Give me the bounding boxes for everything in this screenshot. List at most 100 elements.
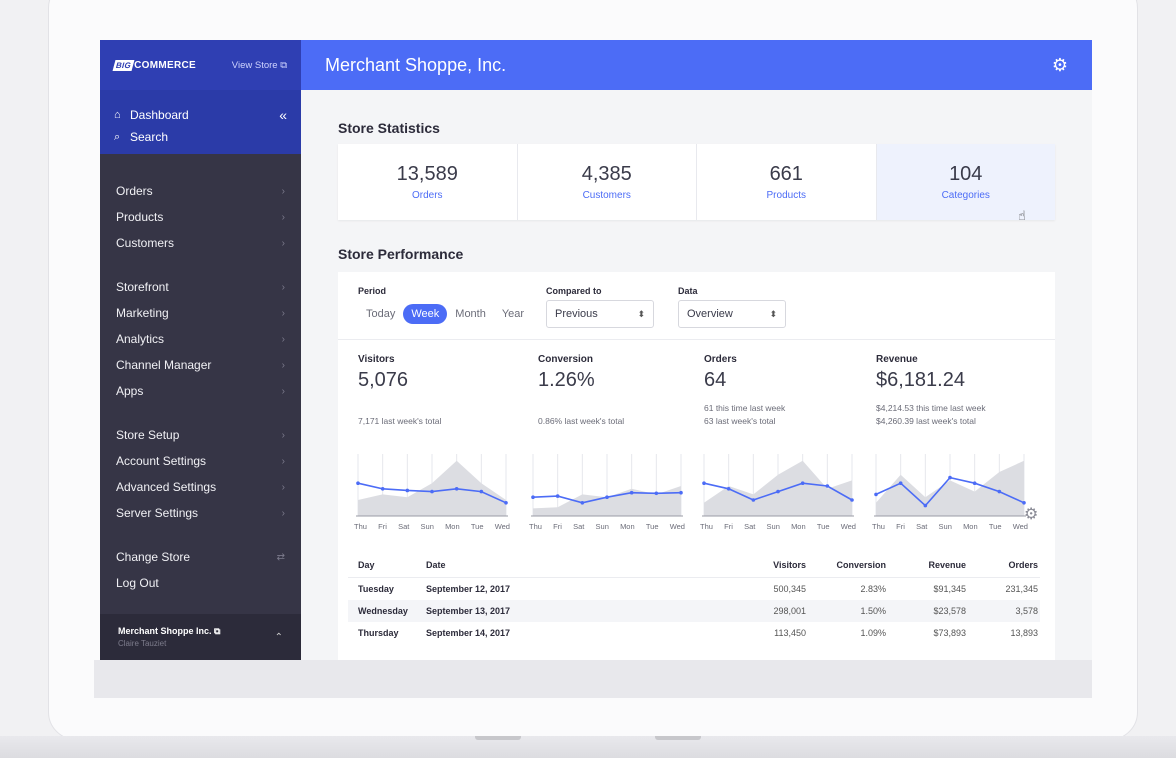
sidebar-item-label: Apps (116, 384, 144, 398)
sidebar-item-customers[interactable]: Customers › (100, 230, 301, 256)
daily-table: Day Date Visitors Conversion Revenue Orders Tu… (348, 552, 1040, 644)
data-select[interactable]: Overview ⬍ (678, 300, 786, 328)
chevron-right-icon: › (281, 429, 285, 441)
chevron-right-icon: › (281, 281, 285, 293)
day-label: Tue (988, 522, 1002, 531)
period-option-month[interactable]: Month (455, 308, 486, 320)
chevron-right-icon: › (281, 307, 285, 319)
main-content: Store Statistics 13,589 Orders 4,385 Custom… (301, 90, 1092, 660)
data-point (702, 481, 706, 485)
day-label: Fri (553, 522, 562, 531)
cell-date: September 12, 2017 (426, 584, 511, 594)
data-label: Data (678, 286, 698, 296)
sidebar-item-search[interactable]: ⌕ Search (114, 126, 287, 148)
column-header-conversion[interactable]: Conversion (836, 559, 886, 570)
stat-customers[interactable]: 4,385 Customers (518, 144, 697, 220)
column-header-date[interactable]: Date (426, 559, 446, 570)
data-point (948, 475, 952, 480)
data-point (555, 494, 560, 498)
logo-big: BIG (112, 59, 135, 71)
data-point (430, 489, 434, 494)
table-row[interactable]: Wednesday September 13, 2017 298,001 1.50% $… (348, 600, 1040, 622)
sidebar-item-advanced-settings[interactable]: Advanced Settings › (100, 474, 301, 500)
data-point (1022, 501, 1026, 505)
day-label: Mon (791, 522, 806, 531)
sidebar-item-dashboard[interactable]: ⌂ Dashboard « (114, 104, 287, 126)
sidebar-item-log-out[interactable]: Log Out (100, 570, 301, 596)
data-point (776, 489, 780, 494)
sidebar-item-marketing[interactable]: Marketing › (100, 300, 301, 326)
metric-subtext: $4,214.53 this time last week (876, 403, 986, 413)
compared-to-select[interactable]: Previous ⬍ (546, 300, 654, 328)
data-point (679, 490, 683, 495)
sidebar-item-storefront[interactable]: Storefront › (100, 274, 301, 300)
laptop-base (0, 736, 1176, 758)
compared-to-value: Previous (555, 308, 598, 320)
cell-orders: 3,578 (1015, 606, 1038, 616)
sidebar-item-store-setup[interactable]: Store Setup › (100, 422, 301, 448)
cell-visitors: 500,345 (773, 584, 806, 594)
stat-products[interactable]: 661 Products (697, 144, 877, 220)
column-header-visitors[interactable]: Visitors (773, 559, 806, 570)
day-label: Thu (700, 522, 713, 531)
column-header-day[interactable]: Day (358, 559, 375, 570)
column-header-revenue[interactable]: Revenue (928, 559, 966, 570)
stat-label: Categories (941, 190, 990, 201)
screen-bottom-strip (94, 660, 1092, 698)
bigcommerce-logo[interactable]: BIG COMMERCE (112, 59, 196, 71)
gear-icon[interactable]: ⚙ (1051, 54, 1068, 75)
day-label: Mon (963, 522, 978, 531)
top-bar: Merchant Shoppe, Inc. ⚙ (301, 40, 1092, 90)
data-point (454, 487, 459, 491)
sidebar-item-products[interactable]: Products › (100, 204, 301, 230)
sidebar-item-orders[interactable]: Orders › (100, 178, 301, 204)
chevron-right-icon: › (281, 185, 285, 197)
table-row[interactable]: Tuesday September 12, 2017 500,345 2.83% $91… (348, 578, 1040, 600)
data-value: Overview (687, 308, 733, 320)
sidebar-item-channel-manager[interactable]: Channel Manager › (100, 352, 301, 378)
data-point (605, 495, 609, 499)
period-option-year[interactable]: Year (501, 308, 525, 320)
data-point (405, 488, 410, 493)
sidebar-group: Orders › Products › Customers › (100, 178, 301, 256)
metric-name: Visitors (358, 354, 395, 365)
period-option-today[interactable]: Today (366, 308, 396, 320)
sidebar-item-apps[interactable]: Apps › (100, 378, 301, 404)
stat-categories[interactable]: 104 Categories (876, 144, 1055, 220)
compared-to-label: Compared to (546, 286, 602, 296)
collapse-sidebar-icon[interactable]: « (279, 107, 287, 123)
day-label: Sun (766, 522, 780, 531)
period-option-week[interactable]: Week (403, 304, 448, 324)
table-row[interactable]: Thursday September 14, 2017 113,450 1.09% $7… (348, 622, 1040, 644)
view-store-link[interactable]: View Store ⧉ (231, 59, 287, 71)
switch-arrows-icon: ⇄ (276, 551, 285, 563)
data-point (580, 501, 585, 505)
sidebar-item-account-settings[interactable]: Account Settings › (100, 448, 301, 474)
select-arrows-icon: ⬍ (637, 308, 645, 319)
sidebar-item-label: Orders (116, 184, 153, 198)
store-statistics-title: Store Statistics (338, 120, 440, 136)
day-label: Tue (816, 522, 830, 531)
column-header-orders[interactable]: Orders (1008, 559, 1038, 570)
data-point (504, 501, 508, 505)
sidebar-item-analytics[interactable]: Analytics › (100, 326, 301, 352)
select-arrows-icon: ⬍ (769, 308, 777, 319)
sidebar-item-change-store[interactable]: Change Store ⇄ (100, 544, 301, 570)
stat-orders[interactable]: 13,589 Orders (338, 144, 518, 220)
metric-orders: Orders 64 61 this time last week 63 last we… (704, 354, 785, 428)
cell-day: Thursday (358, 628, 399, 638)
account-switcher[interactable]: Merchant Shoppe Inc. ⧉ Claire Tauziet ⌃ (100, 614, 301, 660)
sidebar-item-server-settings[interactable]: Server Settings › (100, 500, 301, 526)
brand-bar: BIG COMMERCE View Store ⧉ (100, 40, 301, 90)
cell-day: Tuesday (358, 584, 394, 594)
settings-gear-icon[interactable]: ⚙ (1024, 506, 1039, 523)
statistics-panel: 13,589 Orders 4,385 Customers 661 Products 104… (338, 144, 1055, 220)
sidebar-item-label: Server Settings (116, 506, 199, 520)
sidebar-item-label: Channel Manager (116, 358, 212, 372)
metric-subtext: 7,171 last week's total (358, 416, 442, 426)
day-label: Thu (529, 522, 542, 531)
app-screen: BIG COMMERCE View Store ⧉ ⌂ Dashboard « … (100, 40, 1092, 660)
chevron-right-icon: › (281, 237, 285, 249)
data-point (531, 495, 535, 499)
chevron-right-icon: › (281, 211, 285, 223)
